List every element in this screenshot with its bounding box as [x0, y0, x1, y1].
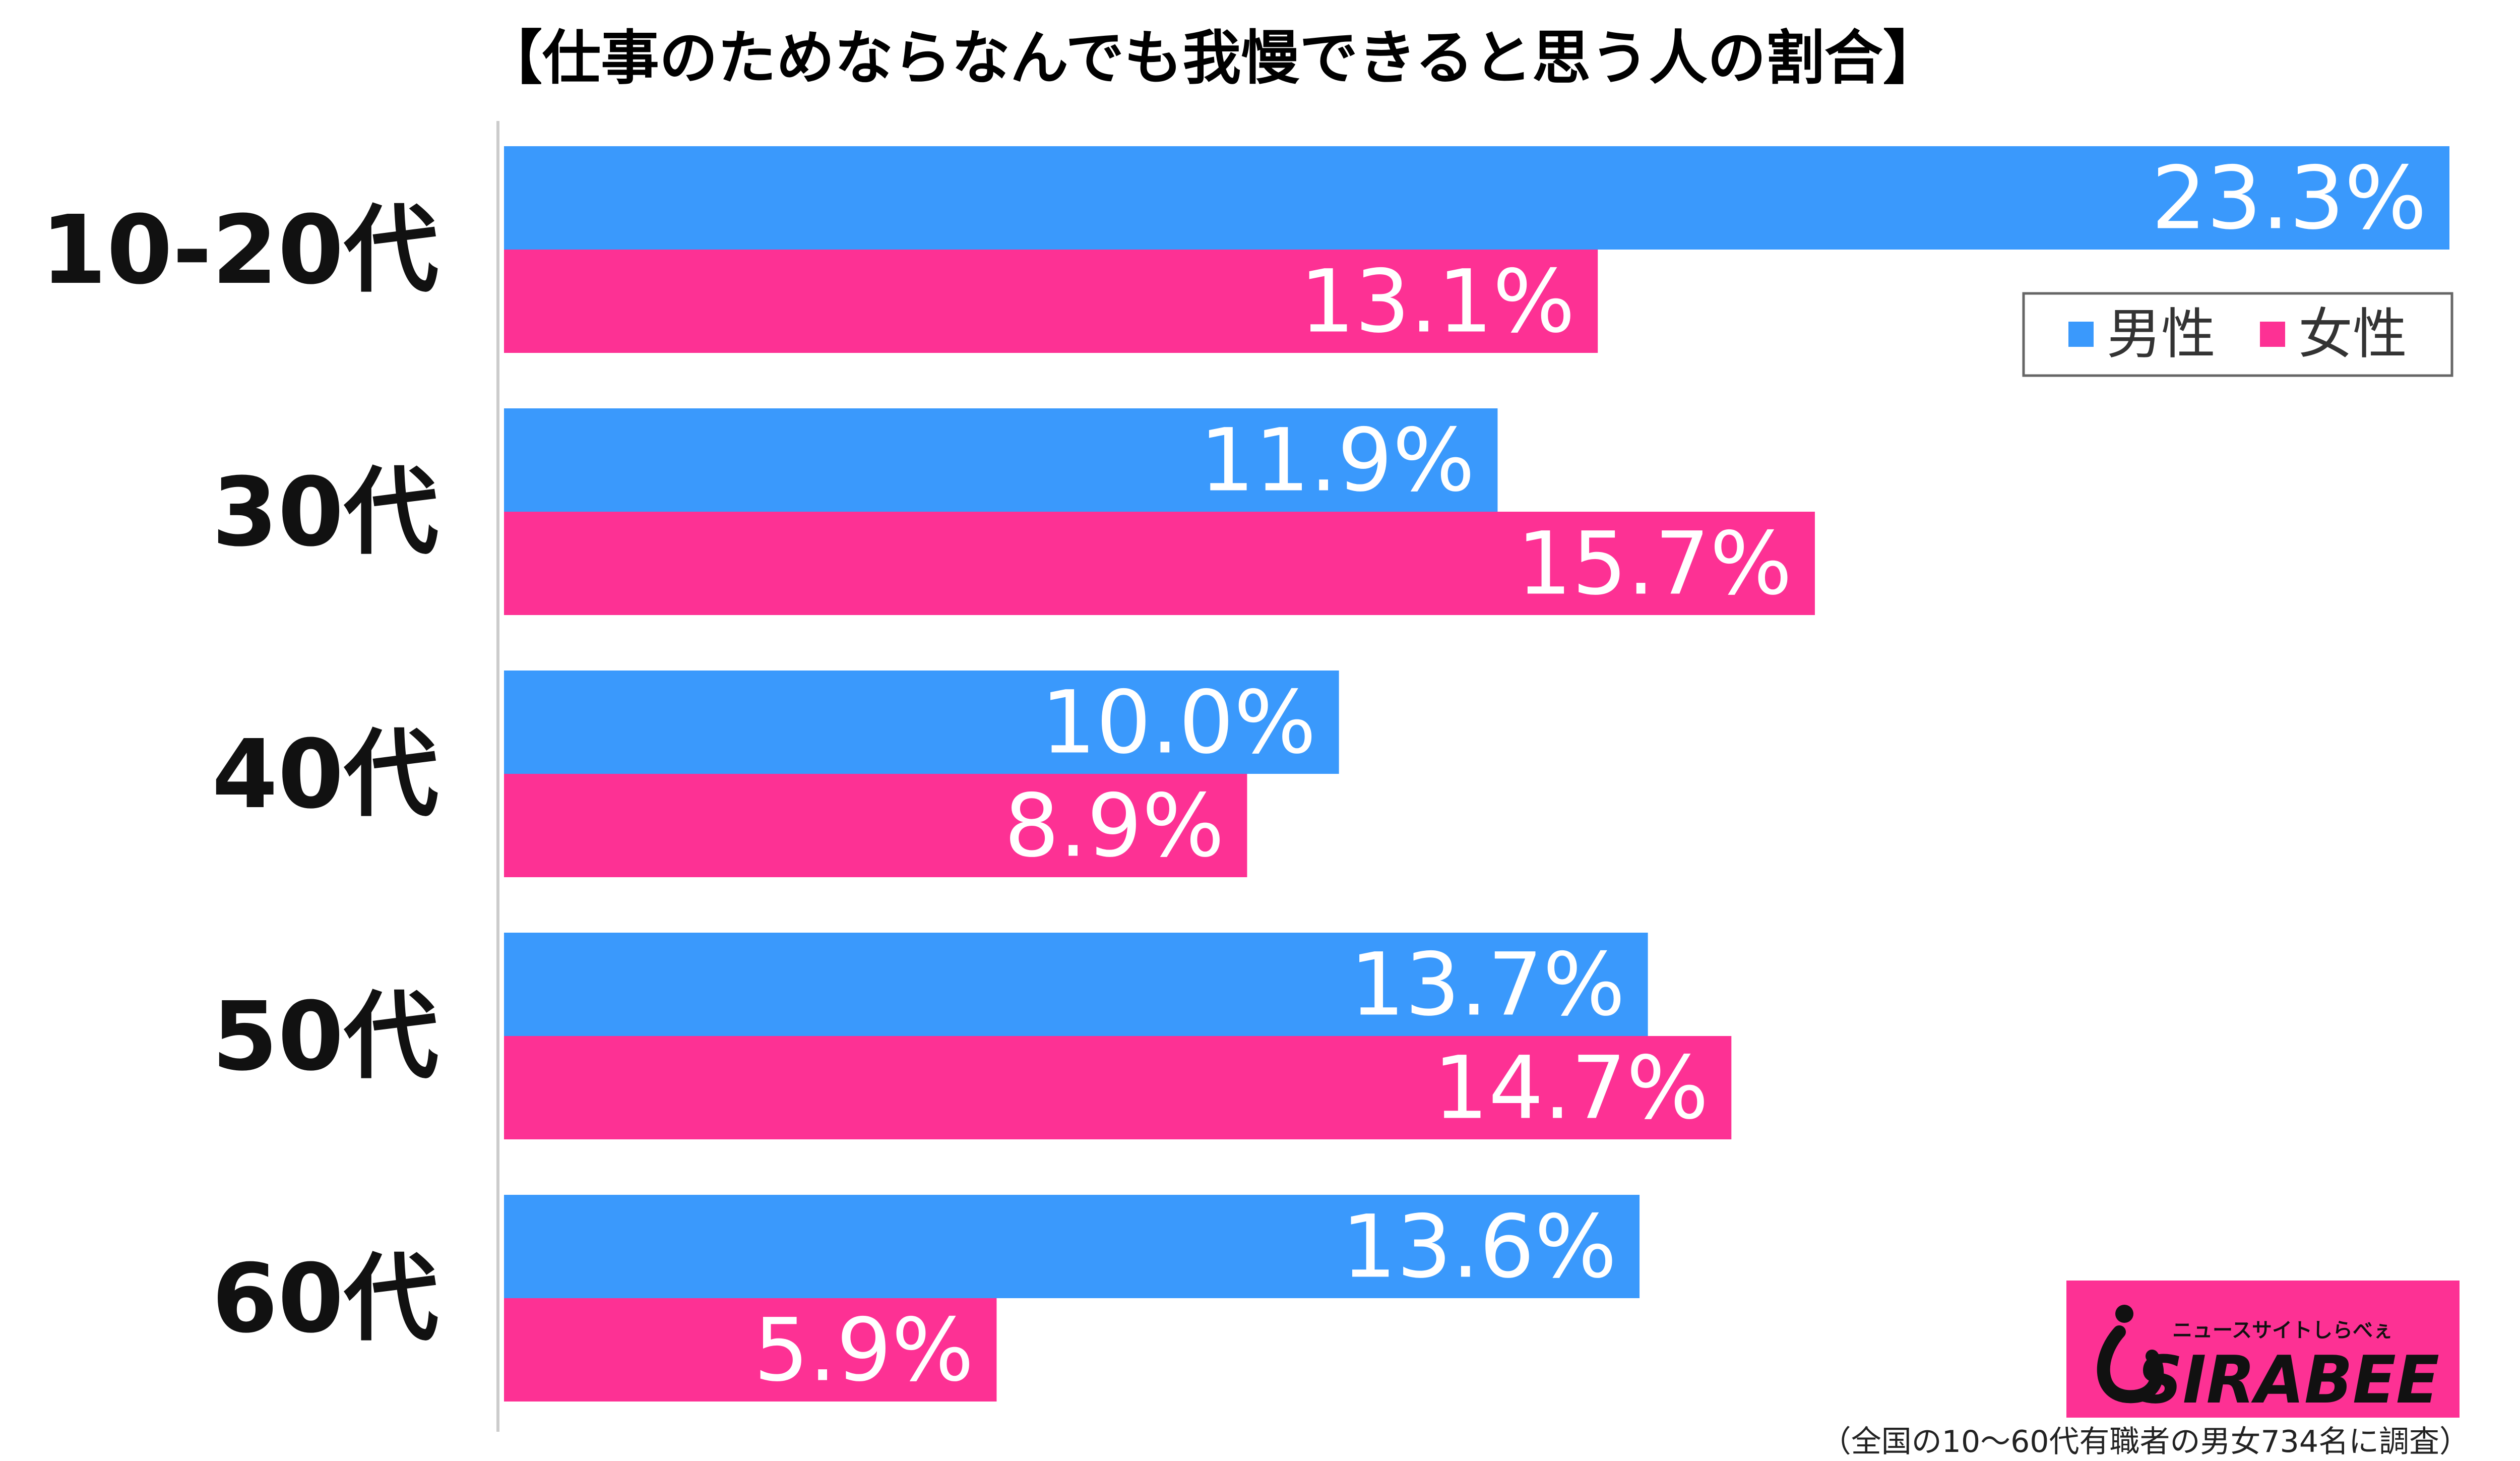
data-label: 13.6% — [1342, 1196, 1617, 1298]
sirabee-logo: ニュースサイトしらべぇ SIRABEE — [2066, 1281, 2460, 1418]
category-label: 30代 — [212, 457, 438, 568]
data-label: 14.7% — [1433, 1038, 1709, 1139]
logo-name: SIRABEE — [2137, 1342, 2439, 1418]
bar-female — [504, 512, 1815, 615]
data-label: 23.3% — [2152, 148, 2427, 249]
category-label: 10-20代 — [41, 195, 438, 306]
legend: 男性 女性 — [2022, 292, 2453, 377]
bar-female — [504, 1036, 1732, 1139]
data-label: 8.9% — [1004, 775, 1224, 877]
data-label: 15.7% — [1517, 513, 1792, 615]
data-label: 11.9% — [1200, 410, 1475, 511]
legend-label-male: 男性 — [2107, 303, 2216, 366]
bar-male — [504, 146, 2449, 250]
chart-title: 【仕事のためならなんでも我慢できると思う人の割合】 — [484, 24, 1941, 92]
bar-female — [504, 1298, 997, 1402]
legend-swatch-male — [2068, 322, 2094, 347]
data-label: 13.7% — [1350, 934, 1625, 1036]
bar-male — [504, 671, 1339, 774]
bar-female — [504, 250, 1598, 353]
category-label: 60代 — [212, 1244, 438, 1354]
logo-mark-swirl — [2097, 1325, 2164, 1404]
data-label: 10.0% — [1041, 672, 1316, 773]
data-label: 13.1% — [1300, 251, 1575, 352]
legend-box — [2022, 292, 2453, 377]
logo-mark-dot — [2115, 1305, 2133, 1323]
bar-male — [504, 1195, 1640, 1298]
bar-male — [504, 933, 1648, 1036]
bar-male — [504, 408, 1498, 512]
logo-tagline: ニュースサイトしらべぇ — [2172, 1319, 2393, 1342]
footnote: （全国の10〜60代有職者の男女734名に調査） — [1821, 1424, 2470, 1459]
data-label: 5.9% — [753, 1300, 974, 1401]
legend-swatch-female — [2260, 322, 2285, 347]
category-label: 50代 — [212, 982, 438, 1092]
bars-group: 10-20代 23.3% 13.1% 30代 11.9% 15.7% 40代 10.0%8.9… — [41, 146, 2449, 1402]
legend-label-female: 女性 — [2298, 303, 2407, 366]
category-label: 40代 — [212, 719, 438, 830]
bar-female — [504, 774, 1247, 877]
